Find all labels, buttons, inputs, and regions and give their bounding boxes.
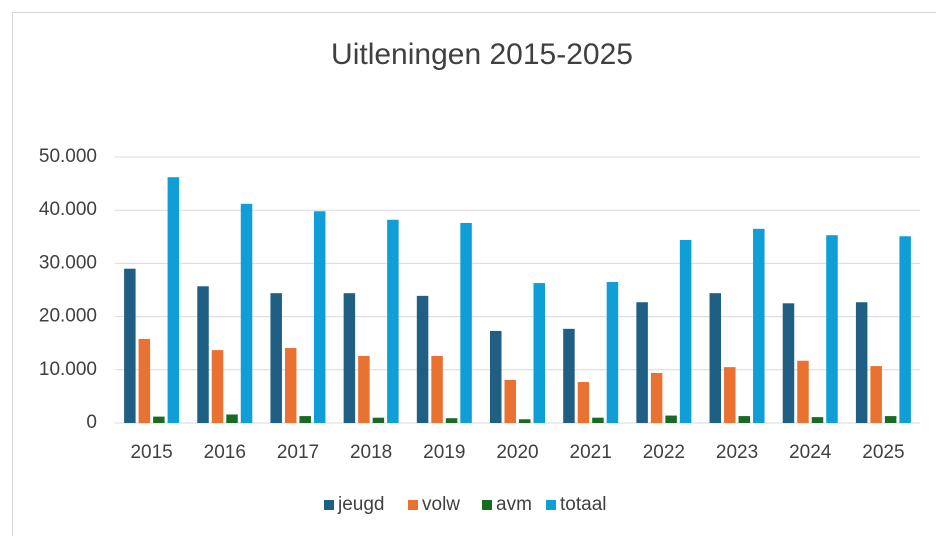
bar [533, 283, 545, 423]
legend-label: avm [496, 494, 532, 515]
bar [431, 355, 443, 423]
bar [445, 418, 458, 423]
bar [563, 328, 575, 423]
bar [124, 268, 136, 423]
bar [343, 293, 356, 423]
bar [240, 203, 253, 423]
bar [606, 282, 619, 423]
bar [372, 417, 385, 423]
bar [753, 228, 765, 423]
bar [270, 293, 282, 423]
bar [679, 239, 692, 423]
bar [884, 416, 897, 423]
bar [899, 236, 911, 423]
legend-label: jeugd [337, 494, 385, 515]
bar [197, 286, 209, 423]
bar [387, 219, 399, 423]
bar [855, 302, 868, 423]
x-tick-label: 2023 [716, 442, 758, 463]
bar [665, 415, 677, 423]
bar [490, 330, 502, 423]
bar [592, 417, 604, 423]
bar [153, 416, 165, 423]
legend-swatch [324, 500, 334, 510]
bar [284, 347, 297, 423]
bar [519, 419, 531, 423]
bar [870, 366, 882, 423]
x-tick-label: 2020 [496, 442, 538, 463]
x-tick-label: 2015 [130, 442, 172, 463]
legend-label: totaal [560, 494, 606, 515]
legend-swatch [482, 500, 492, 510]
x-tick-label: 2024 [789, 442, 832, 463]
bar [211, 350, 224, 423]
chart-frame [12, 12, 936, 536]
bar [138, 338, 151, 423]
bar [724, 367, 736, 423]
bar [416, 295, 429, 423]
bar [709, 293, 722, 423]
bar [797, 360, 809, 423]
bar [167, 177, 180, 423]
chart-title: Uitleningen 2015-2025 [331, 38, 633, 71]
x-tick-label: 2022 [643, 442, 685, 463]
x-tick-label: 2017 [277, 442, 319, 463]
y-tick-label: 40.000 [39, 199, 97, 220]
x-tick-label: 2021 [570, 442, 612, 463]
bar [650, 372, 663, 423]
bar [826, 235, 838, 423]
bar [504, 379, 516, 423]
x-tick-label: 2018 [350, 442, 392, 463]
y-tick-label: 10.000 [39, 359, 97, 380]
bar [299, 416, 311, 423]
x-tick-label: 2019 [423, 442, 465, 463]
bar [811, 417, 824, 423]
legend-swatch [408, 500, 418, 510]
bar [460, 222, 472, 423]
x-tick-label: 2016 [204, 442, 246, 463]
bar [738, 416, 751, 423]
bar [782, 303, 795, 423]
y-tick-label: 20.000 [39, 306, 97, 327]
y-tick-label: 30.000 [39, 252, 97, 273]
y-tick-label: 50.000 [39, 146, 97, 167]
legend-swatch [546, 500, 556, 510]
x-tick-label: 2025 [862, 442, 904, 463]
bar [577, 382, 590, 423]
bar [226, 414, 238, 423]
bar [636, 302, 648, 423]
bar [358, 355, 370, 423]
bar [313, 211, 326, 423]
legend-label: volw [422, 494, 460, 515]
y-tick-label: 0 [86, 412, 97, 433]
